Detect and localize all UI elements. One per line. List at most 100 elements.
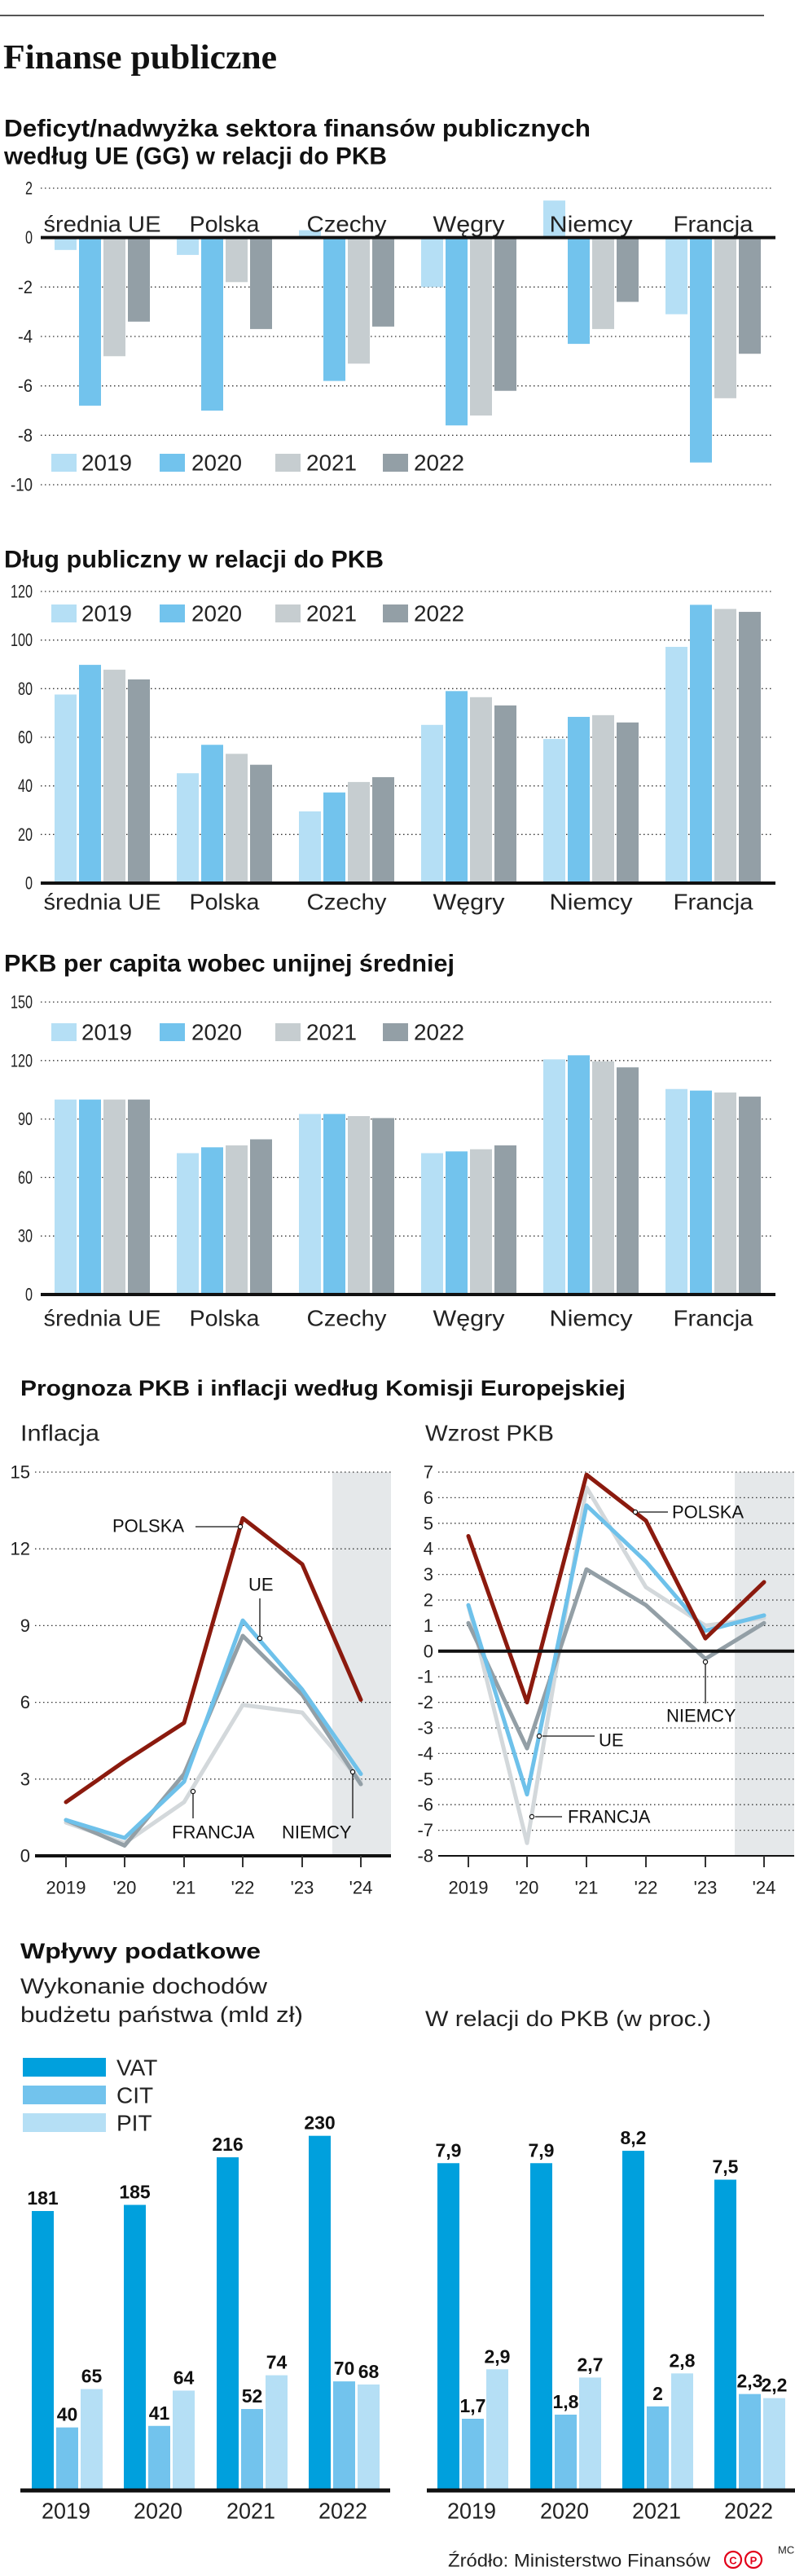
data-label: 68 [358, 2361, 380, 2382]
data-label: 2,2 [762, 2375, 788, 2396]
x-tick-label: 2022 [724, 2499, 773, 2524]
series-line-polska [466, 1472, 766, 1705]
forecast-shade [332, 1472, 391, 1856]
bar-2020 [79, 665, 101, 883]
bar-2020 [79, 1099, 101, 1295]
bar-vat [714, 2179, 736, 2489]
bar-2021 [470, 1149, 492, 1295]
y-tick-label: 80 [18, 679, 33, 699]
y-tick-label: -4 [18, 327, 33, 347]
annotation-dot [257, 1635, 263, 1642]
legend-label: 2019 [81, 451, 132, 476]
bar-2022 [250, 237, 272, 329]
bar-2022 [372, 776, 394, 883]
bar-2021 [226, 237, 248, 283]
x-tick-label: 2020 [134, 2499, 182, 2524]
bar-vat [217, 2157, 239, 2489]
bar-2022 [128, 237, 150, 322]
data-label: 8,2 [621, 2127, 647, 2148]
bar-2022 [739, 612, 761, 883]
bar-vat [32, 2210, 54, 2489]
bar-2020 [201, 237, 223, 411]
series-label: NIEMCY [666, 1706, 736, 1726]
bar-2019 [177, 1153, 199, 1295]
y-tick-label: -8 [417, 1846, 433, 1866]
category-label: średnia UE [44, 1306, 161, 1331]
bar-pit [671, 2373, 693, 2489]
y-tick-label: -7 [417, 1820, 433, 1840]
y-tick-label: 60 [18, 728, 33, 748]
page-title: Finanse publiczne [3, 39, 277, 77]
bar-2021 [470, 237, 492, 416]
legend-label: 2020 [191, 601, 242, 626]
annotation-dot [702, 1659, 709, 1665]
bar-2019 [665, 647, 687, 883]
copyright-logo-icon [723, 2550, 743, 2569]
bar-2019 [421, 237, 443, 288]
bar-2022 [494, 1145, 516, 1295]
bar-2019 [299, 230, 321, 238]
y-tick-label: -2 [417, 1692, 433, 1712]
x-tick-label: 2019 [447, 2499, 496, 2524]
bar-cit [241, 2409, 263, 2489]
section-title: Wpływy podatkowe [20, 1939, 261, 1963]
annotation-dot [529, 1813, 535, 1820]
series-line-francja [466, 1485, 766, 1845]
forecast-shade [735, 1472, 794, 1856]
category-label: średnia UE [44, 212, 161, 237]
y-tick-label: 0 [424, 1641, 433, 1661]
bar-2022 [617, 1067, 639, 1295]
data-label: 7,9 [436, 2139, 462, 2161]
y-tick-label: 0 [25, 227, 33, 248]
bar-pit [579, 2377, 601, 2489]
series-line-niemcy [64, 1633, 363, 1848]
y-tick-label: 0 [25, 1285, 33, 1305]
bar-2019 [55, 694, 77, 883]
bar-2019 [665, 237, 687, 314]
bar-2020 [568, 716, 590, 883]
legend-label: 2021 [306, 451, 357, 476]
data-label: 2,8 [670, 2350, 696, 2371]
y-tick-label: 3 [20, 1769, 30, 1789]
y-tick-label: 120 [11, 1050, 33, 1070]
y-tick-label: 120 [11, 582, 33, 602]
x-tick-label: 2021 [632, 2499, 681, 2524]
annotation-dot [632, 1509, 639, 1515]
bar-vat [437, 2163, 459, 2489]
bar-vat [309, 2135, 331, 2489]
bar-pit [358, 2384, 380, 2489]
category-label: Węgry [433, 212, 505, 237]
x-tick-label: '24 [349, 1878, 373, 1898]
bar-2020 [323, 237, 345, 381]
legend-label: 2022 [414, 1020, 464, 1045]
legend-swatch-2020 [160, 454, 185, 472]
bar-cit [148, 2425, 170, 2489]
bar-vat [530, 2163, 552, 2489]
legend-swatch-2021 [275, 454, 301, 472]
y-tick-label: 0 [25, 873, 33, 894]
bar-2019 [543, 1059, 565, 1295]
category-label: Niemcy [550, 212, 633, 237]
series-label: UE [599, 1730, 624, 1751]
legend-label: VAT [116, 2055, 157, 2081]
legend-swatch-2020 [160, 1023, 185, 1041]
x-tick-label: '21 [575, 1878, 599, 1898]
logo-letter: P [750, 2555, 758, 2567]
category-label: Niemcy [550, 1306, 633, 1331]
data-label: 40 [57, 2404, 78, 2425]
category-label: Polska [190, 212, 260, 237]
y-tick-label: 4 [424, 1539, 433, 1559]
data-label: 2,7 [578, 2354, 604, 2375]
series-line-ue [64, 1618, 363, 1840]
y-tick-label: -1 [417, 1667, 433, 1687]
y-tick-label: 3 [424, 1564, 433, 1585]
legend-label: 2019 [81, 601, 132, 626]
section-title: Prognoza PKB i inflacji według Komisji E… [20, 1376, 626, 1400]
bar-cit [555, 2414, 577, 2489]
legend-swatch-2021 [275, 604, 301, 622]
bar-2021 [348, 781, 370, 883]
category-label: Francja [674, 890, 753, 915]
annotation-dot [349, 1769, 356, 1775]
legend-label: 2022 [414, 451, 464, 476]
bar-2022 [739, 1097, 761, 1295]
